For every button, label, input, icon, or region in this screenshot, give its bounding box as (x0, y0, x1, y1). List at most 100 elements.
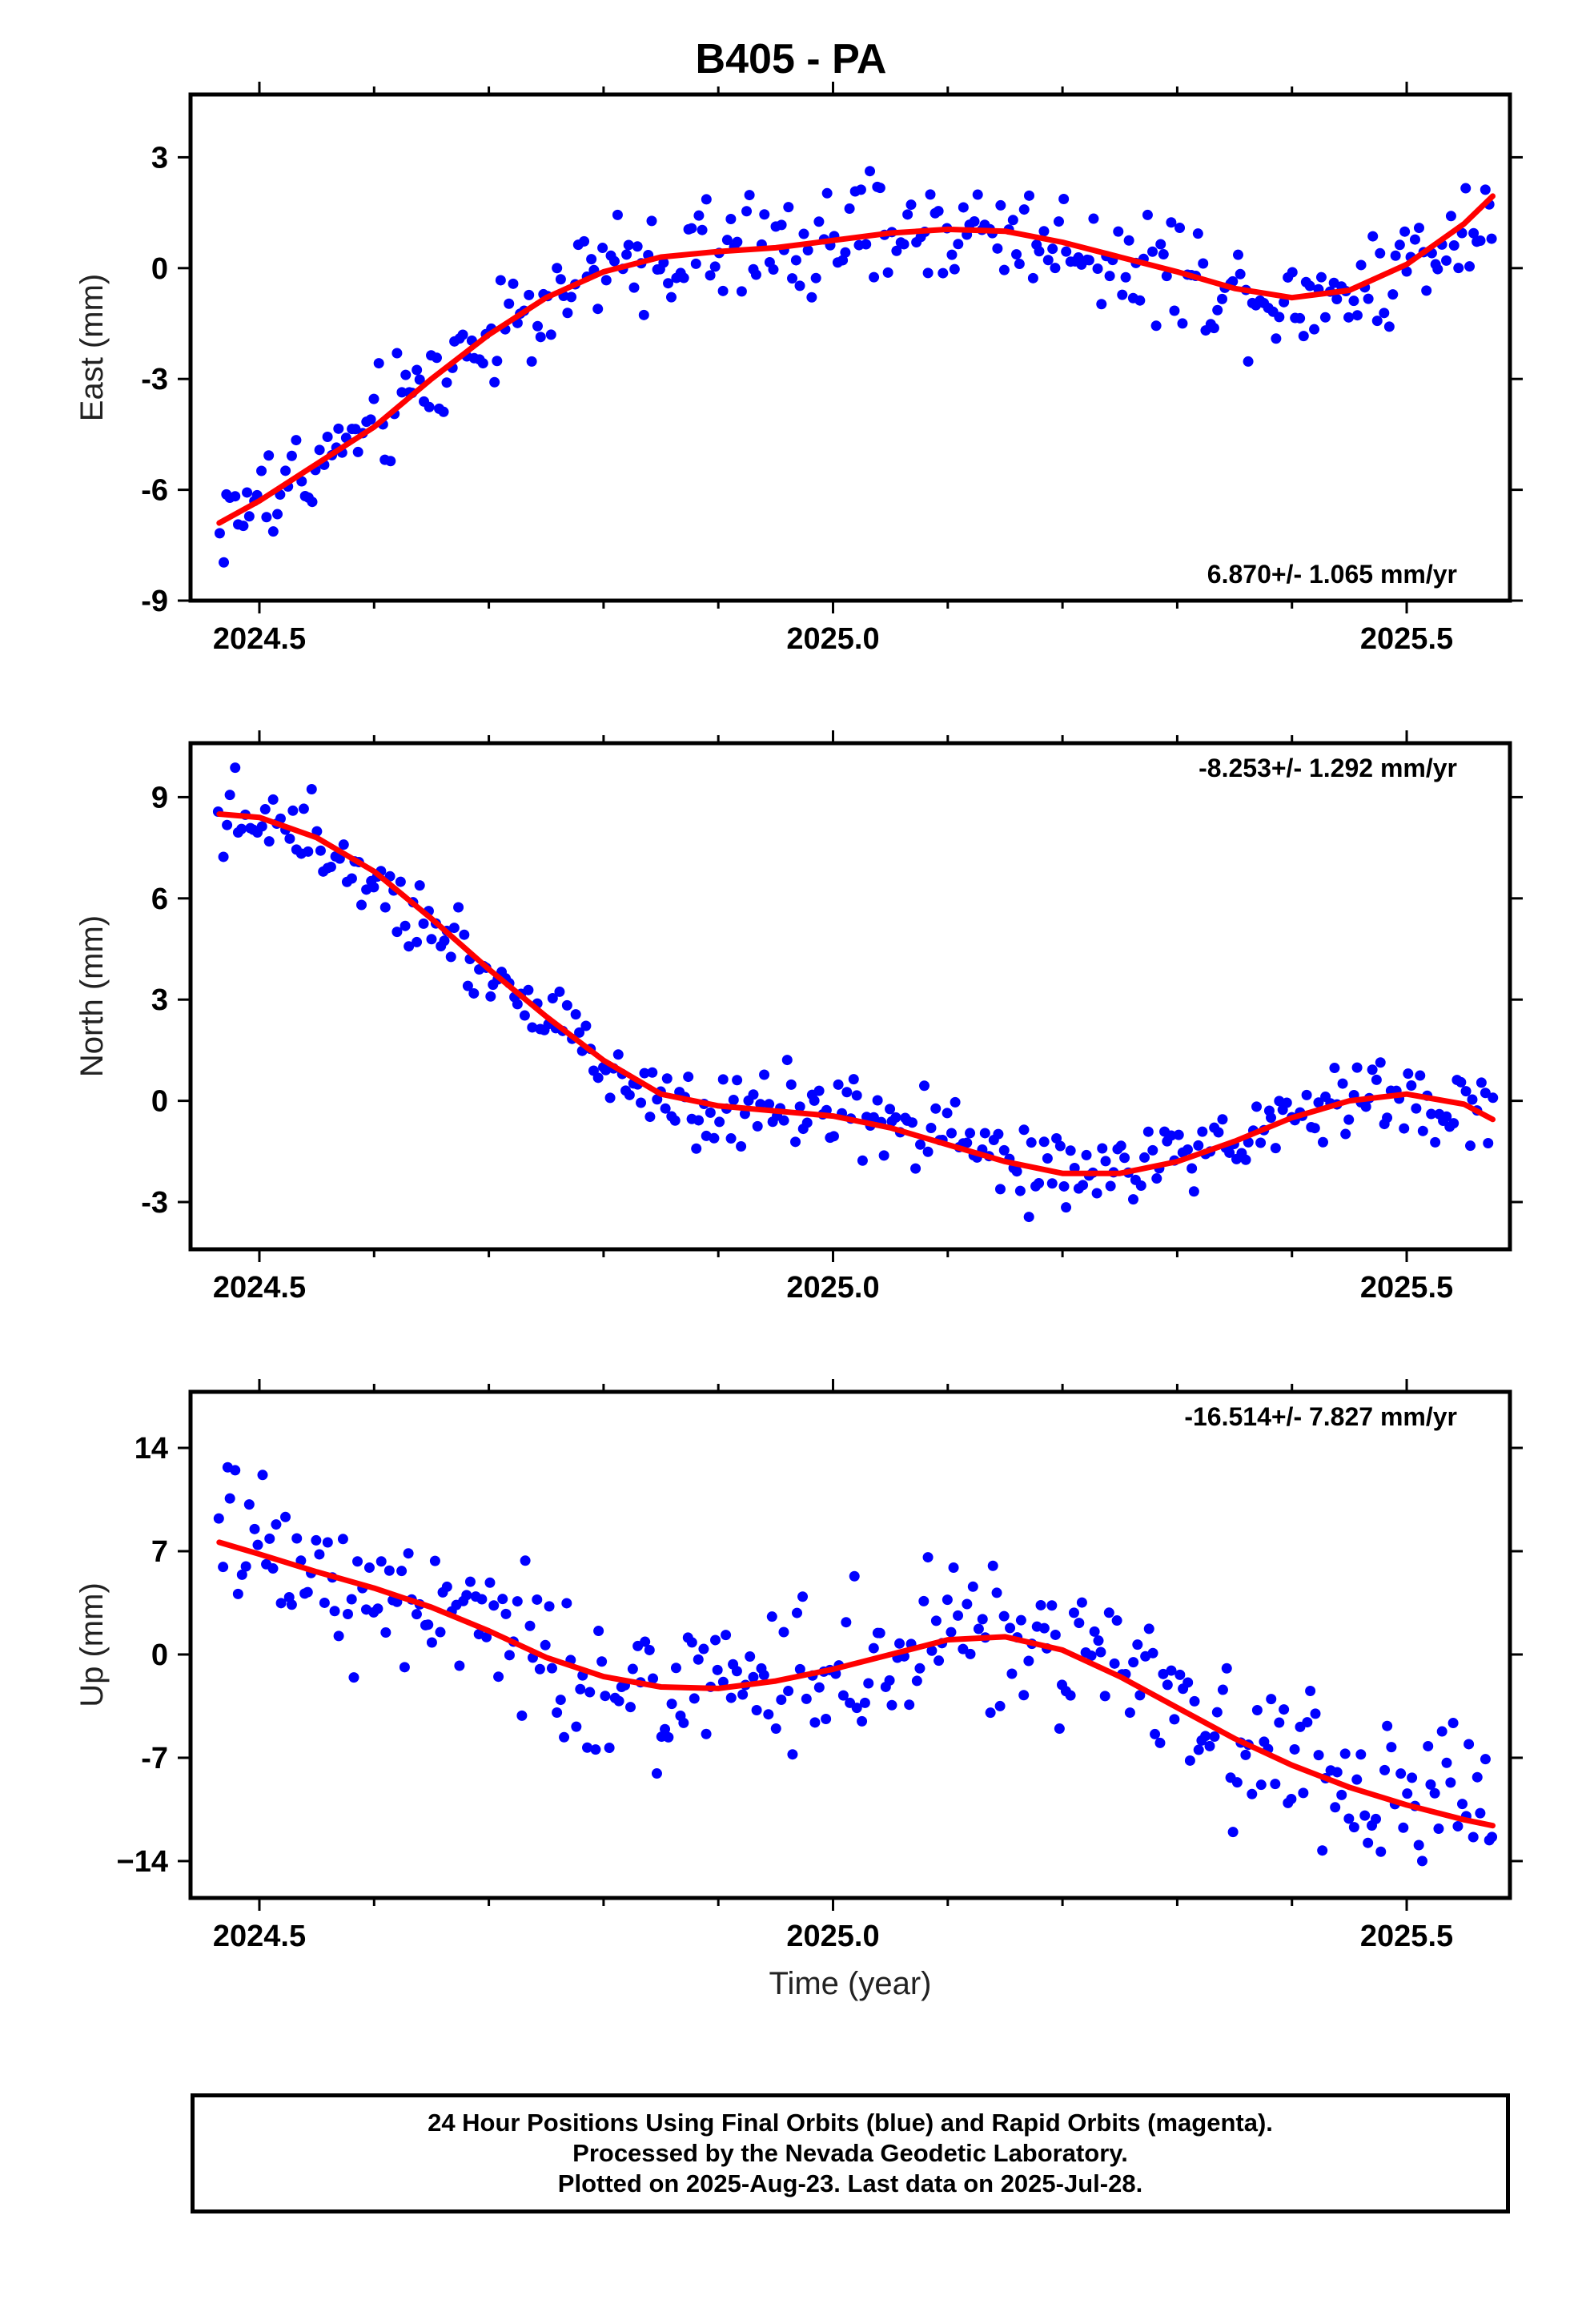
east-data-point (972, 189, 983, 200)
east-data-point (933, 206, 944, 217)
north-data-point (1193, 1140, 1204, 1151)
north-data-point (1375, 1057, 1386, 1068)
north-data-point (263, 836, 275, 847)
up-data-point (218, 1562, 229, 1573)
east-data-point (1413, 223, 1424, 234)
up-data-point (725, 1692, 737, 1703)
north-data-point (1058, 1180, 1070, 1192)
north-data-point (1360, 1101, 1371, 1112)
north-data-point (1441, 1111, 1452, 1122)
east-data-point (492, 356, 503, 367)
east-data-point (821, 187, 833, 199)
up-fit-curve (216, 1539, 1496, 1829)
up-data-point (1359, 1810, 1371, 1821)
north-data-point (872, 1095, 883, 1106)
north-data-point (412, 936, 423, 947)
north-data-point (547, 992, 558, 1003)
east-y-tick-label: -9 (141, 585, 168, 618)
up-data-point (973, 1623, 984, 1634)
north-data-point (1266, 1112, 1277, 1124)
up-data-point (1270, 1779, 1281, 1790)
east-data-point (995, 199, 1006, 211)
east-data-point (230, 491, 241, 502)
north-data-point (1403, 1068, 1414, 1080)
north-data-point (624, 1089, 635, 1100)
east-data-point (333, 423, 344, 434)
north-data-point (1371, 1074, 1382, 1085)
north-data-point (736, 1140, 747, 1152)
up-data-point (1182, 1677, 1194, 1688)
east-data-point (400, 369, 412, 380)
north-data-point (1213, 1127, 1224, 1138)
east-data-point (1401, 266, 1412, 277)
north-data-point (600, 1064, 612, 1076)
north-data-point (356, 899, 367, 911)
up-data-point (1158, 1668, 1169, 1679)
up-data-point (1099, 1691, 1110, 1702)
up-data-point (302, 1586, 313, 1598)
east-data-point (238, 521, 249, 532)
up-data-point (1023, 1655, 1034, 1667)
up-data-point (236, 1569, 247, 1580)
up-data-point (1395, 1768, 1407, 1779)
east-data-point (949, 263, 960, 275)
up-data-point (1286, 1793, 1297, 1804)
north-data-point (298, 803, 309, 814)
up-data-point (1305, 1686, 1316, 1697)
up-data-point (1251, 1704, 1263, 1715)
up-data-point (559, 1731, 570, 1743)
east-data-point (1441, 255, 1452, 266)
east-data-point (840, 247, 851, 258)
east-data-point (424, 401, 435, 412)
up-data-point (868, 1642, 879, 1654)
east-data-point (1011, 249, 1022, 260)
up-data-point (644, 1644, 655, 1655)
east-data-point (314, 444, 325, 456)
up-data-point (640, 1636, 651, 1647)
up-y-tick-label: −14 (117, 1845, 168, 1879)
up-data-point (1464, 1739, 1475, 1750)
east-data-point (1053, 216, 1064, 227)
east-data-point (776, 219, 787, 231)
north-x-tick-label: 2024.5 (213, 1271, 306, 1305)
north-data-point (379, 902, 391, 913)
east-data-point (272, 509, 283, 520)
east-data-point (526, 356, 537, 367)
up-data-point (813, 1682, 825, 1693)
north-data-point (561, 999, 572, 1011)
east-data-point (623, 239, 634, 251)
up-data-point (851, 1703, 862, 1714)
north-data-point (418, 918, 429, 929)
up-data-point (1445, 1777, 1456, 1788)
east-data-point (1399, 226, 1411, 237)
east-data-point (508, 278, 519, 289)
up-data-point (1468, 1831, 1479, 1843)
east-data-point (535, 332, 546, 343)
up-data-point (504, 1650, 515, 1661)
east-data-point (922, 267, 934, 279)
north-data-point (1240, 1154, 1251, 1165)
up-data-point (987, 1560, 998, 1571)
up-data-point (911, 1675, 922, 1687)
east-data-point (1058, 193, 1070, 204)
up-data-point (1128, 1657, 1139, 1668)
up-data-point (1472, 1771, 1483, 1783)
up-data-point (1441, 1757, 1452, 1768)
north-data-point (1051, 1132, 1062, 1144)
east-data-point (953, 239, 964, 250)
up-data-point (454, 1660, 465, 1671)
north-data-point (661, 1073, 673, 1084)
north-data-point (448, 923, 460, 934)
up-data-point (1086, 1650, 1097, 1661)
up-data-point (1348, 1822, 1359, 1833)
up-data-point (766, 1611, 777, 1622)
north-data-point (1317, 1136, 1328, 1148)
north-data-point (828, 1131, 839, 1142)
north-data-point (259, 804, 271, 815)
up-data-point (441, 1581, 452, 1592)
east-data-point (1351, 310, 1363, 321)
up-data-point (686, 1637, 697, 1648)
north-data-point (1406, 1080, 1417, 1091)
up-data-point (275, 1598, 287, 1609)
east-data-point (1235, 268, 1246, 279)
